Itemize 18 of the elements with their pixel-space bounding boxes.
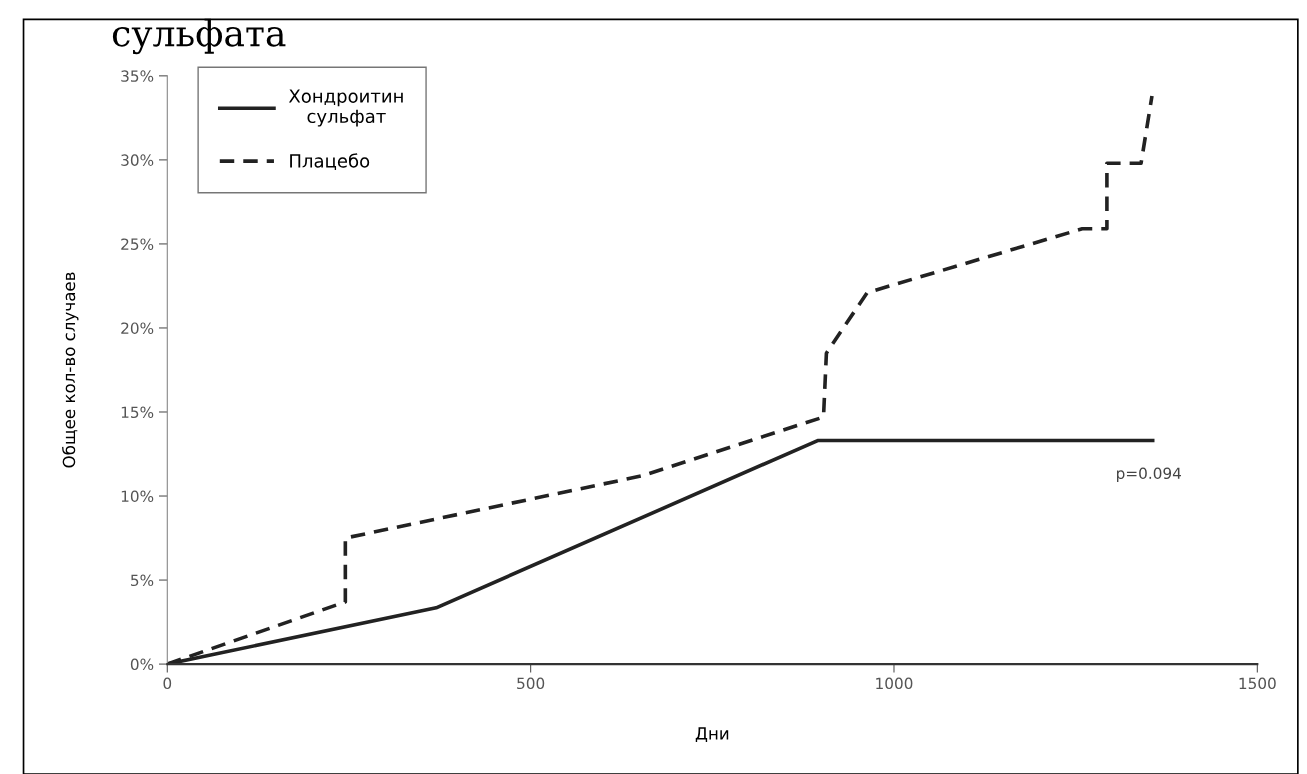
- y-axis-title: Общее кол-во случаев: [62, 272, 79, 468]
- legend-label: Плацебо: [290, 153, 370, 170]
- legend-label: Хондроитин сульфат: [288, 89, 403, 127]
- y-tick-label: 20%: [121, 322, 154, 334]
- y-tick-label: 30%: [121, 154, 154, 166]
- y-tick-label: 10%: [121, 490, 154, 503]
- y-tick-label: 5%: [131, 574, 154, 587]
- x-tick-label: 0: [163, 677, 172, 690]
- x-tick-label: 1000: [876, 677, 913, 690]
- x-tick-label: 500: [517, 677, 545, 690]
- x-tick-label: 1500: [1239, 677, 1276, 690]
- y-tick-label: 35%: [121, 70, 154, 82]
- y-tick-label: 25%: [121, 238, 154, 250]
- annotation: p=0.094: [1117, 467, 1182, 482]
- y-tick-label: 15%: [121, 406, 154, 419]
- chart-title: сульфата: [112, 18, 286, 55]
- y-tick-label: 0%: [130, 658, 154, 671]
- x-axis-title: Дни: [695, 727, 729, 743]
